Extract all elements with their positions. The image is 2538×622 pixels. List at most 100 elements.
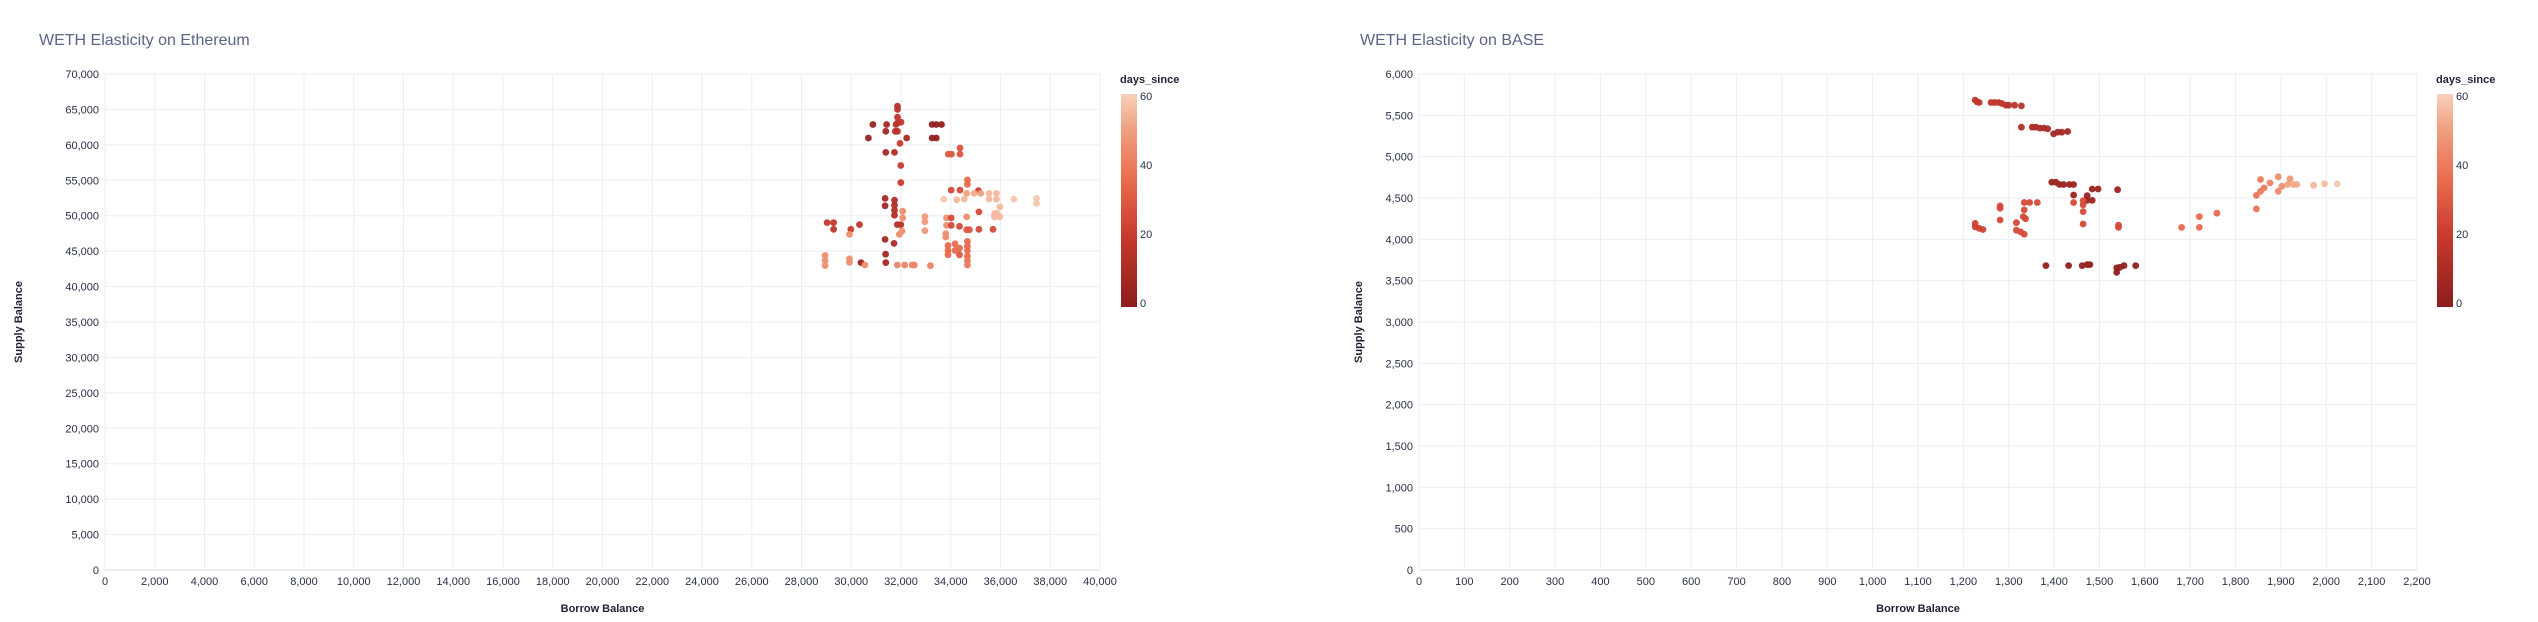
colorbar-tick-label: 40 <box>1140 160 1152 172</box>
x-tick-label: 1,700 <box>2176 576 2204 588</box>
data-point <box>2005 101 2013 109</box>
x-tick-label: 2,000 <box>2313 576 2341 588</box>
data-point <box>2293 181 2301 188</box>
data-point <box>2195 224 2203 231</box>
data-point <box>963 213 971 221</box>
data-point <box>932 134 940 142</box>
data-point <box>964 238 971 245</box>
data-point <box>963 190 971 197</box>
y-tick-label: 6,000 <box>1385 69 1413 81</box>
data-point <box>2253 205 2260 213</box>
data-point <box>2284 181 2292 188</box>
x-tick-label: 18,000 <box>536 576 570 588</box>
data-point <box>977 190 985 197</box>
x-tick-label: 2,100 <box>2358 576 2386 588</box>
x-tick-label: 1,900 <box>2267 576 2295 588</box>
data-point <box>2011 101 2018 109</box>
data-point <box>985 195 993 203</box>
data-point <box>2013 219 2020 227</box>
data-point <box>821 252 829 259</box>
data-point <box>944 242 952 249</box>
data-point <box>1996 216 2004 224</box>
scatter-chart-1: 0 100 200 300 400 500 600 700 800 900 1,000 1,100 1,… <box>1353 69 2495 615</box>
data-point <box>989 225 997 233</box>
data-point <box>2064 128 2072 135</box>
data-point <box>2257 176 2264 183</box>
data-point <box>993 190 1000 197</box>
data-point <box>882 149 890 156</box>
data-point <box>911 261 918 269</box>
data-point <box>2079 201 2087 209</box>
data-point <box>956 144 964 152</box>
x-tick-label: 600 <box>1682 576 1700 588</box>
data-point <box>2115 224 2122 231</box>
x-tick-label: 22,000 <box>635 576 669 588</box>
data-point <box>2113 269 2121 276</box>
y-tick-label: 20,000 <box>65 423 99 435</box>
data-point <box>881 236 889 243</box>
data-point <box>895 231 903 238</box>
y-tick-label: 1,000 <box>1385 482 1413 494</box>
data-point <box>940 195 948 203</box>
y-tick-label: 500 <box>1395 524 1413 536</box>
data-point <box>1975 99 1983 106</box>
x-tick-label: 1,300 <box>1995 576 2023 588</box>
data-point <box>921 227 929 235</box>
data-point <box>2088 185 2096 193</box>
x-tick-label: 10,000 <box>337 576 371 588</box>
data-point <box>2020 230 2028 238</box>
data-point <box>882 259 890 266</box>
y-tick-label: 25,000 <box>65 388 99 400</box>
x-tick-label: 500 <box>1637 576 1655 588</box>
data-point <box>2065 262 2073 269</box>
data-point <box>996 203 1004 211</box>
data-point <box>944 251 952 259</box>
y-tick-label: 45,000 <box>65 246 99 258</box>
data-point <box>942 233 950 241</box>
data-point <box>943 214 950 222</box>
data-point <box>948 150 955 158</box>
data-point <box>891 211 898 219</box>
x-tick-label: 0 <box>1416 576 1422 588</box>
data-points <box>821 102 1040 269</box>
data-point <box>896 140 904 147</box>
y-tick-label: 5,000 <box>1385 152 1413 164</box>
data-point <box>2310 181 2318 189</box>
y-axis-title: Supply Balance <box>13 281 25 363</box>
data-point <box>1033 195 1040 202</box>
data-point <box>894 127 901 135</box>
y-tick-label: 35,000 <box>65 317 99 329</box>
y-tick-label: 3,000 <box>1385 317 1413 329</box>
data-point <box>2274 187 2282 195</box>
data-point <box>2178 224 2186 231</box>
x-tick-label: 1,100 <box>1904 576 1932 588</box>
data-point <box>921 213 929 221</box>
x-tick-label: 100 <box>1455 576 1473 588</box>
data-point <box>894 106 901 113</box>
data-point <box>830 225 837 233</box>
data-point <box>865 134 872 142</box>
data-point <box>861 261 869 269</box>
x-tick-label: 24,000 <box>685 576 719 588</box>
scatter-chart-0: 0 2,000 4,000 6,000 8,000 10,000 12,000 14,000 1… <box>13 69 1179 615</box>
data-point <box>856 221 863 229</box>
x-tick-label: 1,200 <box>1950 576 1978 588</box>
data-point <box>846 231 853 238</box>
data-point <box>821 262 829 269</box>
y-tick-label: 1,500 <box>1385 441 1413 453</box>
data-point <box>956 222 963 230</box>
data-point <box>2079 220 2087 228</box>
data-point <box>2070 199 2078 206</box>
data-point <box>2132 262 2140 269</box>
x-tick-label: 20,000 <box>586 576 620 588</box>
colorbar <box>1121 94 1137 307</box>
colorbar-tick-label: 60 <box>2456 91 2468 103</box>
data-point <box>985 190 993 197</box>
colorbar <box>2437 94 2453 307</box>
x-tick-label: 900 <box>1818 576 1836 588</box>
colorbar-tick-label: 0 <box>1140 298 1146 310</box>
data-point <box>893 261 901 269</box>
data-point <box>823 219 831 227</box>
data-point <box>891 206 898 214</box>
x-axis-title: Borrow Balance <box>1876 603 1960 615</box>
